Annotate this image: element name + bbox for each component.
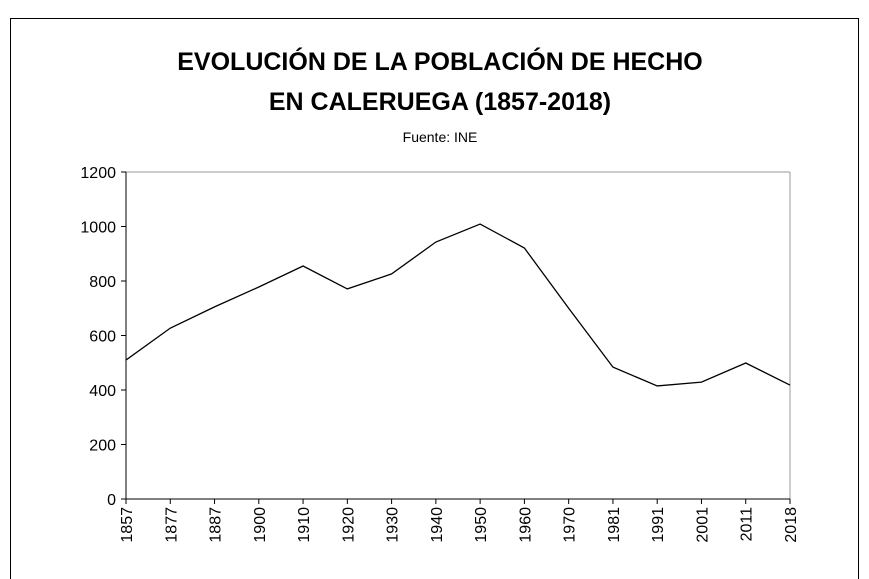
x-tick-label: 2001 <box>694 507 711 543</box>
y-tick-label: 200 <box>89 438 116 455</box>
x-tick-label: 1920 <box>340 507 357 543</box>
x-tick-label: 1940 <box>429 507 446 543</box>
x-tick-label: 2011 <box>739 507 756 542</box>
x-tick-label: 2018 <box>783 507 800 543</box>
x-tick-label: 1970 <box>562 507 579 543</box>
x-tick-label: 1877 <box>163 507 180 543</box>
x-tick-label: 1910 <box>296 507 313 543</box>
x-tick-label: 1930 <box>385 507 402 543</box>
x-tick-label: 1857 <box>119 507 136 543</box>
y-tick-label: 800 <box>89 274 116 291</box>
chart-title: EN CALERUEGA (1857-2018) <box>269 88 611 116</box>
x-tick-label: 1950 <box>473 507 490 543</box>
chart-title: EVOLUCIÓN DE LA POBLACIÓN DE HECHO <box>177 46 703 76</box>
x-tick-label: 1960 <box>517 507 534 543</box>
y-tick-label: 1000 <box>80 220 116 237</box>
y-tick-label: 0 <box>107 492 116 509</box>
chart-frame <box>10 18 859 579</box>
x-tick-label: 1981 <box>606 507 623 543</box>
x-tick-label: 1991 <box>650 507 667 543</box>
y-tick-label: 400 <box>89 383 116 400</box>
x-tick-label: 1887 <box>208 507 225 543</box>
x-tick-label: 1900 <box>252 507 269 543</box>
y-tick-label: 600 <box>89 329 116 346</box>
chart-subtitle: Fuente: INE <box>403 129 478 145</box>
y-tick-label: 1200 <box>80 165 116 182</box>
line-series <box>125 223 791 387</box>
